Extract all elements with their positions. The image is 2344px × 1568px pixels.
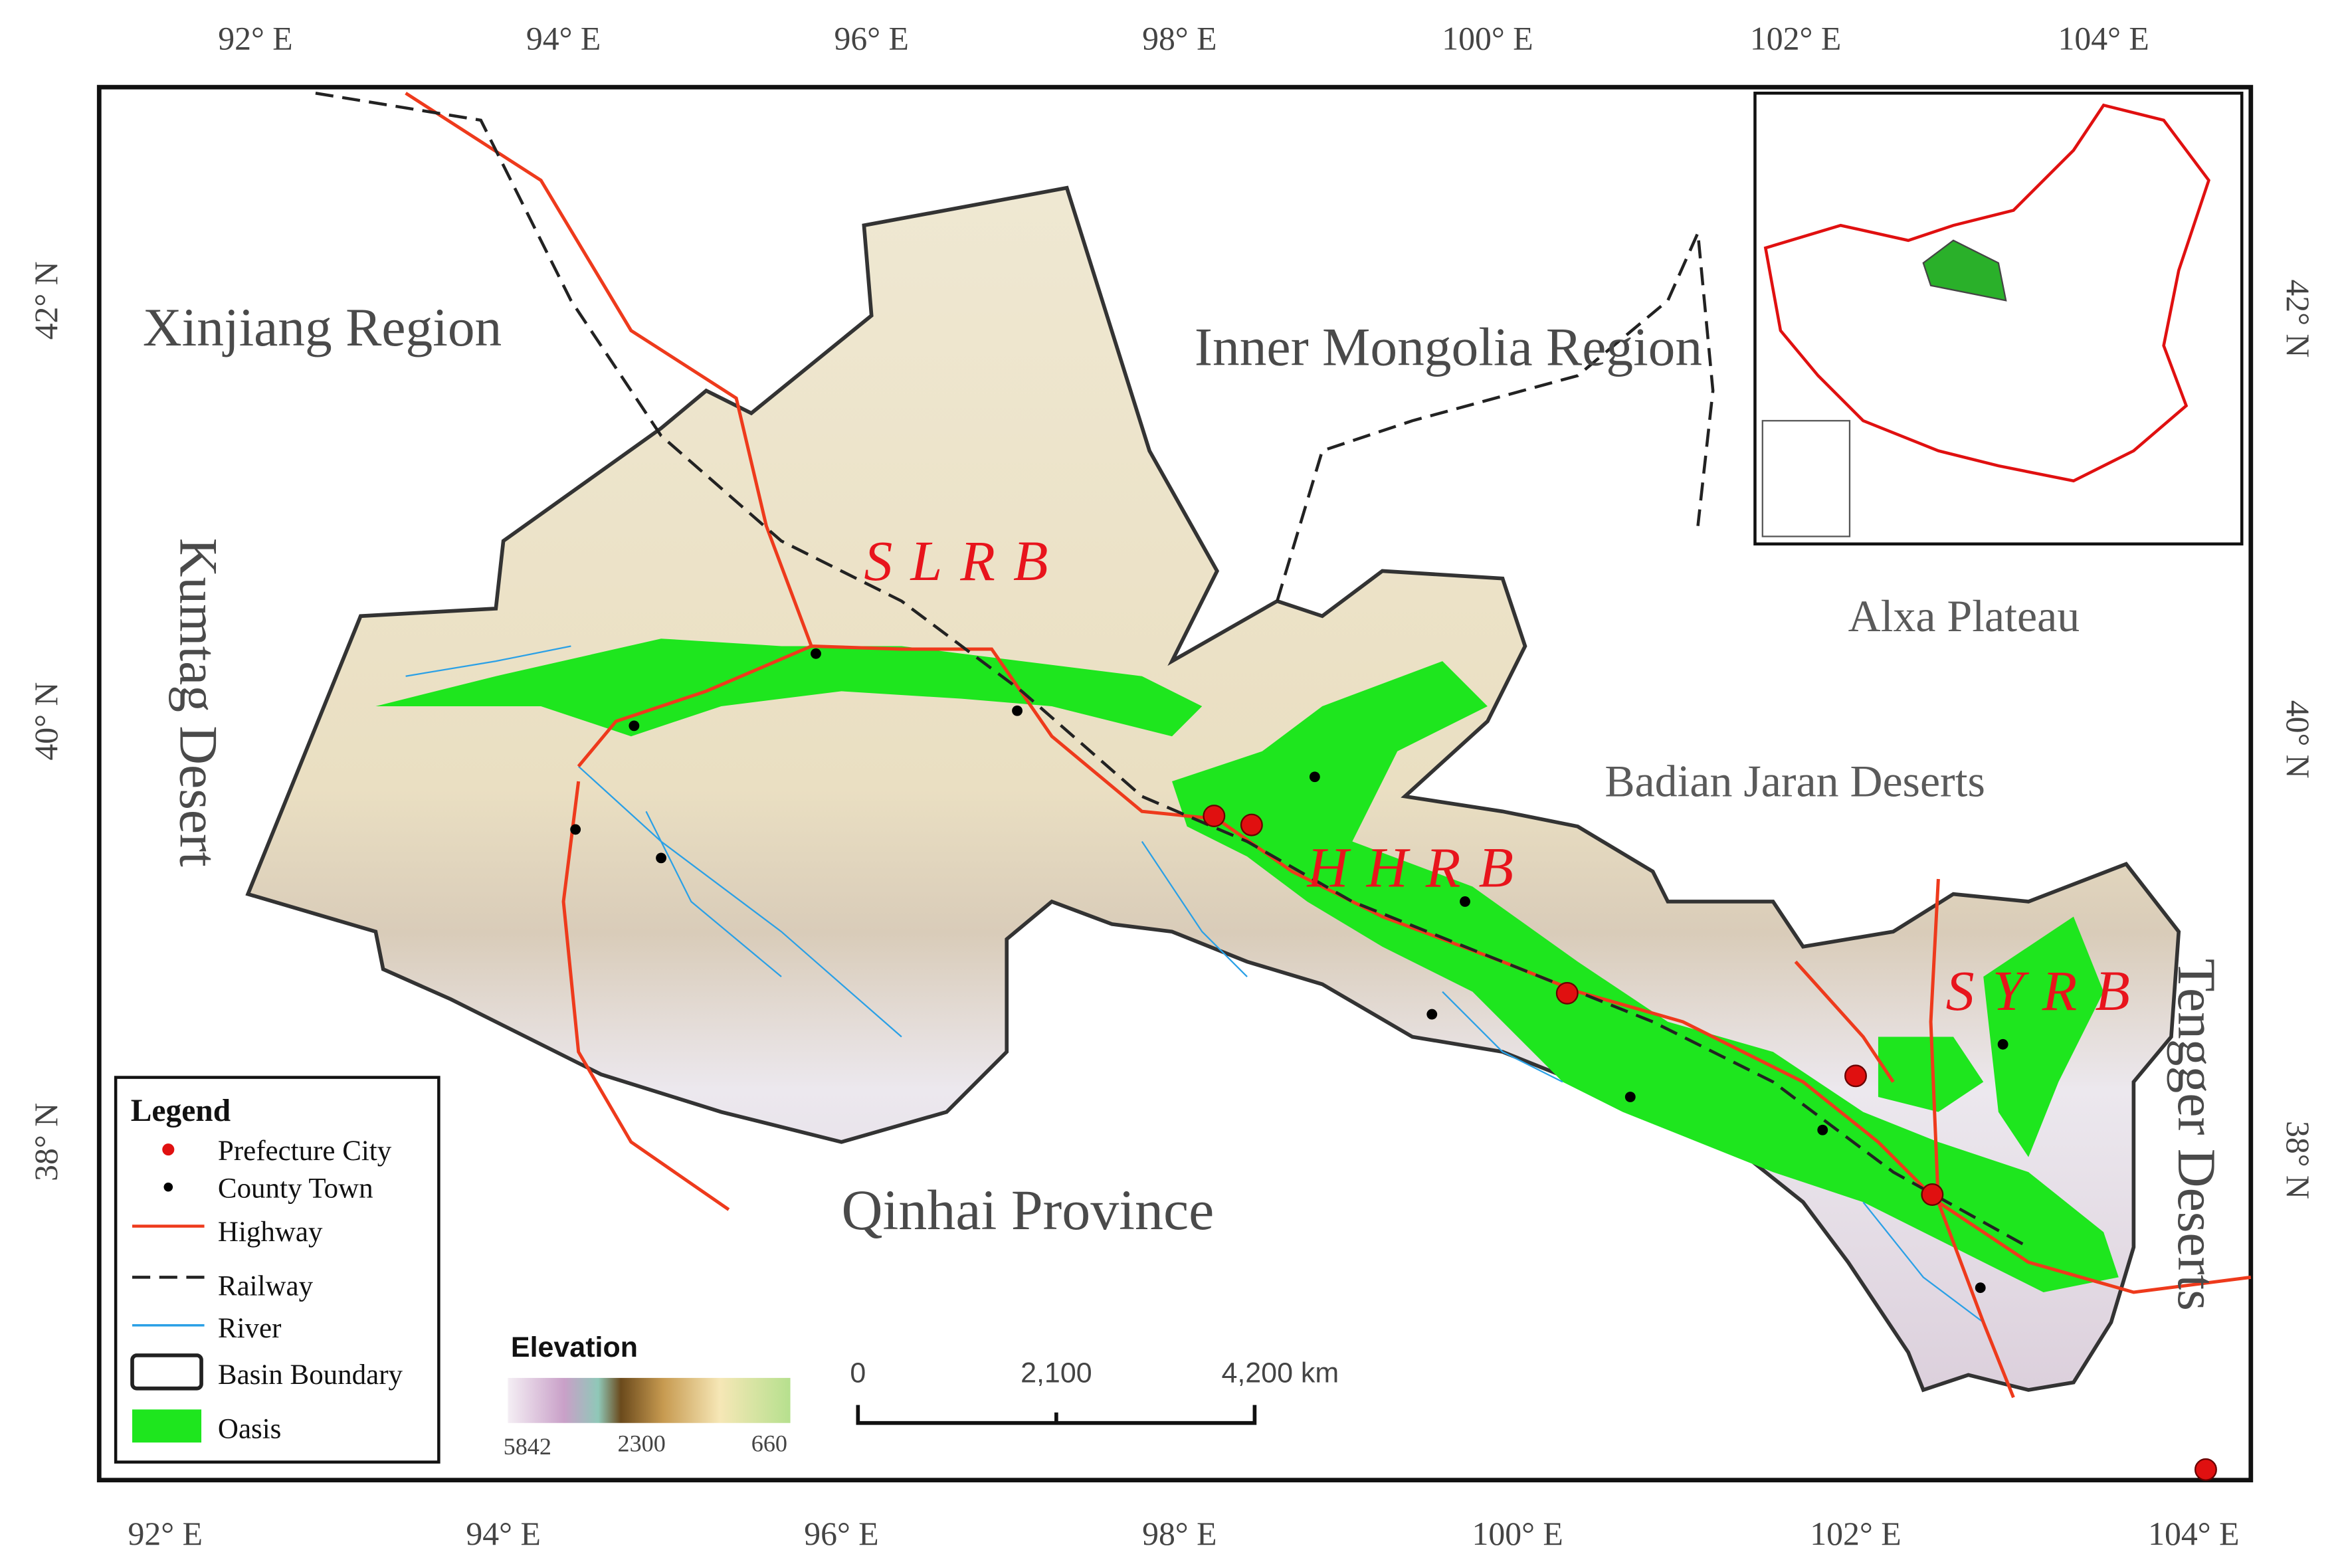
- railway: [315, 91, 2030, 1249]
- legend-label: County Town: [218, 1173, 373, 1205]
- longitude-label: 102° E: [1750, 21, 1841, 57]
- region-label: Qinhai Province: [841, 1178, 1214, 1242]
- south-sea-box: [1761, 420, 1851, 538]
- prefecture-city: [1240, 813, 1263, 836]
- river: [577, 765, 902, 1038]
- prefecture-city: [1844, 1064, 1867, 1088]
- oasis-patch: [1878, 1036, 1984, 1112]
- oasis-patch: [1172, 661, 2119, 1292]
- river: [1862, 1201, 1984, 1323]
- study-area: [1922, 239, 2007, 302]
- prefecture-city: [1921, 1183, 1944, 1206]
- county-town: [1975, 1282, 1986, 1294]
- river: [1141, 840, 1248, 977]
- longitude-label: 100° E: [1442, 21, 1533, 57]
- legend-symbol: [130, 1353, 203, 1391]
- region-label: Kumtag Desert: [168, 538, 229, 867]
- longitude-label: 92° E: [128, 1516, 203, 1552]
- county-town: [811, 648, 821, 659]
- county-town: [1817, 1124, 1828, 1135]
- legend-label: Prefecture City: [218, 1135, 392, 1167]
- county-town: [570, 824, 581, 835]
- county-town: [1426, 1009, 1438, 1020]
- elevation-label: 5842: [504, 1433, 551, 1460]
- legend-label: Oasis: [218, 1413, 281, 1444]
- scale-label: 2,100: [1021, 1357, 1092, 1389]
- elevation-legend: Elevation 5842 2300 660: [504, 1331, 791, 1460]
- latitude-label: 40° N: [2280, 700, 2316, 779]
- longitude-label: 102° E: [1810, 1516, 1901, 1552]
- highway: [577, 644, 813, 768]
- legend-title: Legend: [131, 1094, 231, 1128]
- longitude-label: 98° E: [1142, 1516, 1217, 1552]
- basin-label: HHRB: [1307, 835, 1532, 899]
- legend-symbol: [162, 1143, 175, 1156]
- region-label: Alxa Plateau: [1848, 591, 2080, 641]
- county-town: [1012, 705, 1023, 716]
- county-town: [656, 852, 666, 864]
- region-label: Inner Mongolia Region: [1195, 317, 1702, 377]
- legend-label: Basin Boundary: [218, 1359, 403, 1391]
- river: [1442, 991, 1563, 1083]
- prefecture-city: [2194, 1458, 2217, 1481]
- elevation-label: 660: [751, 1430, 787, 1457]
- county-town: [1309, 771, 1320, 783]
- scale-label: 4,200 km: [1221, 1357, 1339, 1389]
- county-town: [1460, 896, 1470, 907]
- longitude-label: 94° E: [526, 21, 601, 57]
- county-town: [629, 720, 640, 732]
- inset-map: [1753, 91, 2244, 545]
- county-town: [1624, 1092, 1636, 1102]
- rivers: [405, 645, 1984, 1323]
- oasis: [375, 638, 2119, 1292]
- longitude-label: 92° E: [218, 21, 292, 57]
- county-town: [1997, 1038, 2008, 1050]
- highway: [561, 781, 730, 1211]
- longitude-label: 104° E: [2058, 21, 2149, 57]
- latitude-label: 38° N: [28, 1103, 64, 1181]
- basin-label: SYRB: [1946, 959, 2148, 1023]
- region-label: Badian Jaran Deserts: [1605, 757, 1985, 807]
- oasis-patch: [1983, 916, 2104, 1157]
- elevation-label: 2300: [617, 1430, 665, 1457]
- legend-label: Highway: [218, 1217, 323, 1248]
- prefecture-city: [1203, 805, 1226, 828]
- graticule-labels: 92° E 94° E 96° E 98° E 100° E 102° E 104° E 92…: [28, 21, 2316, 1552]
- longitude-label: 96° E: [834, 21, 908, 57]
- cities: [570, 648, 2217, 1481]
- scale-label: 0: [850, 1357, 866, 1389]
- railway: [1276, 227, 1715, 602]
- latitude-label: 42° N: [28, 261, 64, 340]
- region-label: Xinjiang Region: [143, 297, 502, 357]
- basin-label: SLRB: [864, 529, 1066, 593]
- longitude-label: 100° E: [1472, 1516, 1563, 1552]
- legend-label: Railway: [218, 1271, 314, 1302]
- elevation-ramp: [508, 1377, 791, 1423]
- longitude-label: 104° E: [2148, 1516, 2239, 1552]
- legend-symbol: [132, 1409, 202, 1443]
- latitude-label: 42° N: [2280, 279, 2316, 357]
- prefecture-city: [1555, 981, 1579, 1005]
- river: [645, 811, 782, 977]
- longitude-label: 98° E: [1142, 21, 1217, 57]
- latitude-label: 38° N: [2280, 1121, 2316, 1199]
- river: [405, 645, 571, 677]
- oasis-patch: [375, 638, 1203, 737]
- longitude-label: 94° E: [466, 1516, 540, 1552]
- scale-bar: 0 2,100 4,200 km: [850, 1357, 1339, 1425]
- legend-box: [114, 1076, 440, 1464]
- region-label: Tengger Deserts: [2167, 959, 2227, 1311]
- railways: [315, 91, 2030, 1249]
- legend-label: River: [218, 1313, 281, 1344]
- elevation-title: Elevation: [511, 1331, 638, 1363]
- highway: [1794, 960, 1895, 1083]
- longitude-label: 96° E: [804, 1516, 878, 1552]
- legend: Legend Prefecture City County Town Highway…: [114, 1076, 440, 1464]
- latitude-label: 40° N: [28, 682, 64, 761]
- legend-symbol: [163, 1182, 173, 1192]
